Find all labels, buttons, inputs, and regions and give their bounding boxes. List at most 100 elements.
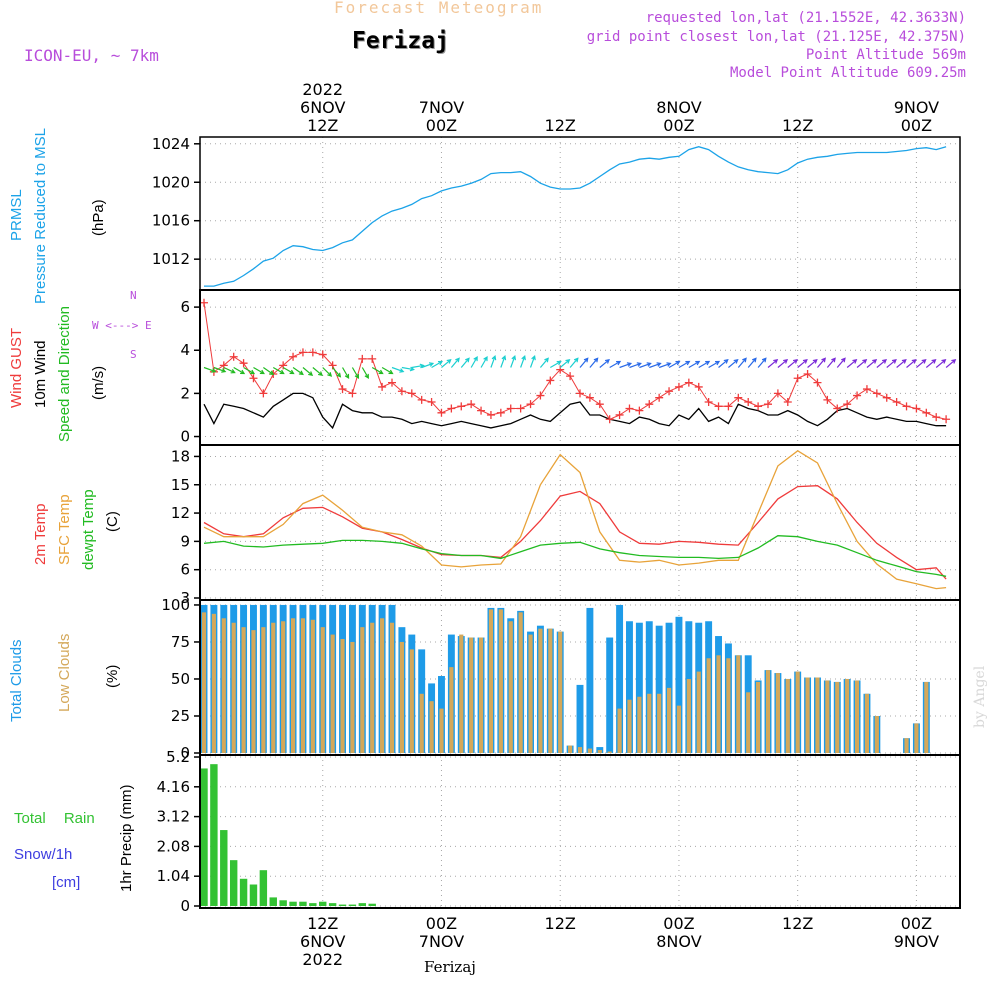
gust-point (645, 400, 654, 409)
wind-direction-arrow (500, 355, 507, 368)
low-clouds-bar (864, 693, 870, 753)
y-tick-label: 6 (180, 561, 190, 579)
time-axis-label-bottom: 8NOV (656, 932, 701, 951)
gust-point (249, 374, 258, 383)
gust-point (318, 350, 327, 359)
wind-direction-arrow (243, 366, 256, 375)
low-clouds-bar (508, 621, 513, 753)
gust-point (615, 410, 624, 419)
low-clouds-bar (548, 628, 553, 753)
wind-direction-arrow (292, 367, 304, 376)
gust-point (892, 398, 901, 407)
wind-direction-arrow (757, 357, 767, 368)
gust-point (655, 393, 664, 402)
gust-point (764, 400, 772, 409)
total-clouds-bar (635, 622, 643, 753)
low-clouds-bar (449, 667, 454, 753)
gust-point (605, 415, 614, 424)
time-axis-label-top: 6NOV (300, 98, 345, 117)
y-tick-label: 2.08 (157, 837, 190, 855)
y-tick-label: 3.12 (157, 808, 190, 826)
gust-point (298, 348, 307, 357)
rain-bar (249, 884, 258, 906)
low-clouds-bar (597, 750, 602, 753)
gust-point (674, 382, 683, 391)
wind-direction-arrow (856, 358, 868, 368)
low-clouds-bar (201, 612, 207, 753)
wind-direction-arrow (391, 366, 405, 373)
wind-direction-arrow (332, 367, 342, 378)
gust-point (200, 298, 208, 307)
wind-direction-arrow (649, 362, 662, 369)
rain-bar (309, 903, 317, 906)
low-clouds-bar (568, 745, 573, 753)
gust-point (239, 359, 248, 368)
low-clouds-bar (756, 681, 761, 753)
gust-point (862, 385, 871, 394)
total-clouds-bar (576, 684, 584, 753)
wind-direction-arrow (361, 367, 369, 379)
wind-direction-arrow (797, 358, 808, 368)
time-axis-label-top: 00Z (901, 116, 932, 135)
low-clouds-bar (736, 655, 741, 753)
panel-frame (199, 754, 961, 909)
gust-point (437, 408, 446, 417)
wind-direction-arrow (886, 358, 897, 368)
low-clouds-bar (330, 634, 335, 753)
gust-point (348, 389, 357, 398)
y-tick-label: 1.04 (157, 867, 190, 885)
gust-point (407, 389, 416, 398)
low-clouds-bar (350, 641, 355, 753)
total-rain-label: Total Rain (14, 810, 95, 827)
wind-direction-arrow (658, 362, 672, 369)
rain-bar (279, 900, 287, 906)
low-clouds-bar (231, 622, 236, 753)
gust-point (704, 398, 713, 407)
gust-point (427, 398, 436, 407)
time-axis-label-bottom: 6NOV (300, 932, 345, 951)
low-clouds-bar (340, 639, 345, 753)
low-clouds-bar (805, 677, 810, 753)
gust-point (417, 395, 426, 404)
y-tick-label: 100 (161, 596, 190, 614)
wind-direction-arrow (460, 357, 470, 368)
low-clouds-bar (241, 627, 246, 753)
wind-direction-arrow (282, 366, 295, 375)
low-clouds-bar (281, 621, 286, 753)
temp-unit-label: (C) (104, 511, 121, 532)
panel-frame (199, 136, 961, 291)
wind-direction-arrow (599, 358, 610, 368)
wind-direction-arrow (737, 357, 747, 368)
requested-location: requested lon,lat (21.1552E, 42.3633N) (645, 10, 966, 26)
gust-point (773, 389, 782, 398)
gust-point (516, 404, 525, 413)
gust-point (358, 354, 367, 363)
low-clouds-bar (637, 696, 642, 753)
low-clouds-bar (627, 699, 632, 753)
low-clouds-bar (587, 748, 592, 753)
y-tick-label: 1020 (152, 173, 190, 191)
time-axis-label-top: 12Z (307, 116, 338, 135)
wind-direction-arrow (787, 358, 798, 368)
gust-point (684, 378, 693, 387)
compass-n: N (130, 289, 137, 302)
total-clouds-bar (606, 637, 614, 753)
y-tick-label: 18 (171, 447, 190, 465)
gust-point (853, 391, 862, 400)
rain-bar (200, 768, 208, 906)
pressure-msl-label: Pressure Reduced to MSL (32, 128, 49, 304)
point-altitude: Point Altitude 569m (805, 47, 966, 63)
wind-direction-arrow (371, 366, 384, 375)
low-clouds-bar (696, 671, 701, 753)
wind-direction-arrow (826, 357, 836, 368)
gust-point (397, 387, 406, 396)
wind-direction-arrow (381, 366, 394, 375)
model-label: ICON-EU, ~ 7km (24, 46, 159, 65)
low-clouds-bar (498, 609, 503, 753)
total-clouds-bar (675, 616, 683, 753)
low-clouds-bar (211, 613, 216, 753)
panel-frame (199, 444, 961, 601)
gust-point (229, 352, 238, 361)
gust-point (882, 393, 891, 402)
